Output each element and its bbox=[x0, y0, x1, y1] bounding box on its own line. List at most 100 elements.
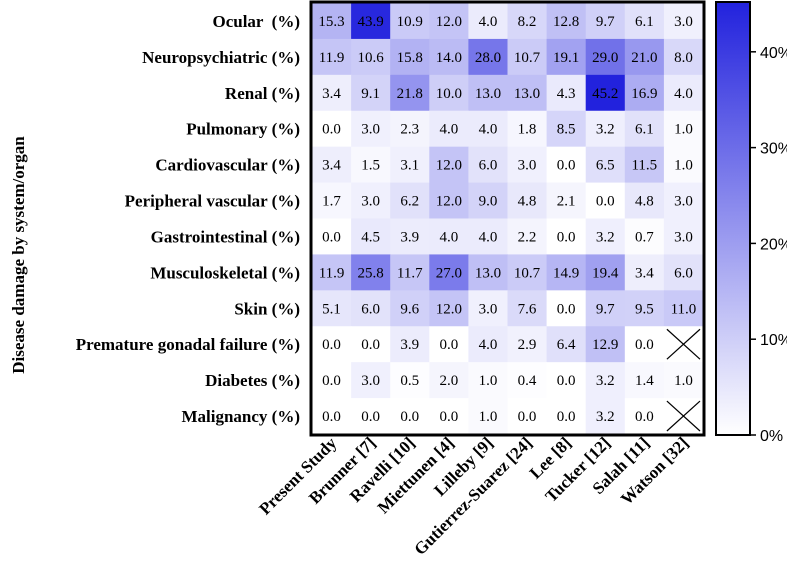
cell-value-label: 3.0 bbox=[361, 373, 380, 389]
heatmap-cell bbox=[468, 146, 508, 184]
heatmap-cell bbox=[585, 290, 626, 327]
cell-value-label: 0.0 bbox=[518, 409, 537, 425]
cell-value-label: 0.0 bbox=[557, 229, 576, 245]
colorbar-tick-label: 0% bbox=[760, 428, 783, 445]
row-label: Malignancy (%) bbox=[181, 407, 300, 426]
heatmap-cell bbox=[312, 182, 352, 219]
heatmap-cell bbox=[468, 182, 508, 219]
cell-value-label: 43.9 bbox=[358, 14, 384, 30]
colorbar-tick-label: 40% bbox=[760, 45, 787, 62]
heatmap-cell bbox=[585, 74, 626, 112]
heatmap-cell bbox=[390, 254, 430, 291]
cell-value-label: 1.0 bbox=[674, 158, 693, 174]
cell-value-label: 4.0 bbox=[479, 229, 498, 245]
heatmap-cell bbox=[351, 74, 391, 112]
cell-value-label: 0.0 bbox=[322, 229, 341, 245]
cell-value-label: 3.0 bbox=[674, 14, 693, 30]
heatmap-cell bbox=[351, 326, 391, 363]
row-label: Skin (%) bbox=[234, 299, 300, 318]
cell-value-label: 3.0 bbox=[674, 194, 693, 210]
heatmap-cell bbox=[546, 398, 587, 435]
heatmap-cell bbox=[663, 74, 704, 112]
cell-value-label: 12.0 bbox=[436, 194, 462, 210]
heatmap-cell bbox=[507, 362, 548, 399]
cell-value-label: 0.0 bbox=[557, 373, 576, 389]
cell-value-label: 1.7 bbox=[322, 194, 341, 210]
colorbar-tick-label: 20% bbox=[760, 236, 787, 253]
heatmap-cell bbox=[390, 218, 430, 255]
heatmap-cell bbox=[390, 146, 430, 184]
cell-value-label: 10.0 bbox=[436, 86, 462, 102]
cell-value-label: 9.7 bbox=[596, 14, 615, 30]
cell-value-label: 0.0 bbox=[400, 409, 419, 425]
cell-value-label: 1.4 bbox=[635, 373, 654, 389]
heatmap-cell bbox=[429, 398, 469, 435]
heatmap-cell bbox=[312, 110, 352, 148]
cell-value-label: 11.9 bbox=[319, 265, 345, 281]
cell-value-label: 11.0 bbox=[671, 301, 697, 317]
cell-value-label: 0.0 bbox=[361, 337, 380, 353]
heatmap-cell bbox=[507, 254, 548, 291]
heatmap-cell bbox=[351, 3, 391, 40]
cell-value-label: 1.0 bbox=[674, 122, 693, 138]
cell-value-label: 12.8 bbox=[553, 14, 579, 30]
cell-value-label: 8.0 bbox=[674, 50, 693, 66]
cell-value-label: 13.0 bbox=[514, 86, 540, 102]
cell-value-label: 3.0 bbox=[361, 122, 380, 138]
heatmap-cell bbox=[507, 74, 548, 112]
heatmap-cell bbox=[546, 182, 587, 219]
cell-value-label: 2.1 bbox=[557, 194, 576, 210]
cell-value-label: 3.4 bbox=[322, 158, 341, 174]
heatmap-cell bbox=[390, 398, 430, 435]
cell-value-label: 0.5 bbox=[400, 373, 419, 389]
heatmap-cell bbox=[546, 362, 587, 399]
cell-value-label: 4.8 bbox=[635, 194, 654, 210]
cell-value-label: 3.9 bbox=[400, 229, 419, 245]
cell-value-label: 3.0 bbox=[479, 301, 498, 317]
heatmap-cell bbox=[429, 74, 469, 112]
heatmap-cell bbox=[546, 218, 587, 255]
heatmap-cell bbox=[663, 110, 704, 148]
cell-value-label: 29.0 bbox=[592, 50, 618, 66]
cell-value-label: 11.5 bbox=[631, 158, 657, 174]
heatmap-cell bbox=[624, 326, 665, 363]
cell-value-label: 0.0 bbox=[635, 409, 654, 425]
heatmap-frame bbox=[309, 0, 706, 437]
no-data-cross-line bbox=[666, 400, 701, 432]
cell-value-label: 3.2 bbox=[596, 229, 615, 245]
cell-value-label: 45.2 bbox=[592, 86, 618, 102]
heatmap-cell bbox=[624, 3, 665, 40]
cell-value-label: 3.2 bbox=[596, 122, 615, 138]
heatmap-cell bbox=[390, 74, 430, 112]
cell-value-label: 1.5 bbox=[361, 158, 380, 174]
heatmap-cell bbox=[312, 218, 352, 255]
heatmap-cell bbox=[468, 110, 508, 148]
cell-value-label: 6.1 bbox=[635, 122, 654, 138]
heatmap-cell bbox=[624, 110, 665, 148]
cell-value-label: 0.0 bbox=[322, 122, 341, 138]
heatmap-cell bbox=[429, 182, 469, 219]
heatmap-cell bbox=[663, 3, 704, 40]
heatmap-cell bbox=[390, 110, 430, 148]
cell-value-label: 16.9 bbox=[631, 86, 657, 102]
heatmap-cell bbox=[351, 146, 391, 184]
heatmap-cell bbox=[663, 182, 704, 219]
cell-value-label: 6.0 bbox=[674, 265, 693, 281]
cell-value-label: 8.2 bbox=[518, 14, 537, 30]
cell-value-label: 6.0 bbox=[361, 301, 380, 317]
cell-value-label: 11.7 bbox=[397, 265, 423, 281]
row-label: Neuropsychiatric (%) bbox=[142, 48, 300, 67]
row-label: Gastrointestinal (%) bbox=[151, 227, 300, 246]
row-label: Renal (%) bbox=[225, 84, 300, 103]
cell-value-label: 6.2 bbox=[400, 194, 419, 210]
heatmap-cell bbox=[351, 398, 391, 435]
cell-value-label: 0.4 bbox=[518, 373, 537, 389]
cell-value-label: 25.8 bbox=[358, 265, 384, 281]
cell-value-label: 12.9 bbox=[592, 337, 618, 353]
heatmap-cell bbox=[663, 38, 704, 76]
cell-value-label: 3.2 bbox=[596, 409, 615, 425]
cell-value-label: 0.0 bbox=[635, 337, 654, 353]
heatmap-cell bbox=[312, 290, 352, 327]
heatmap-cell bbox=[351, 182, 391, 219]
